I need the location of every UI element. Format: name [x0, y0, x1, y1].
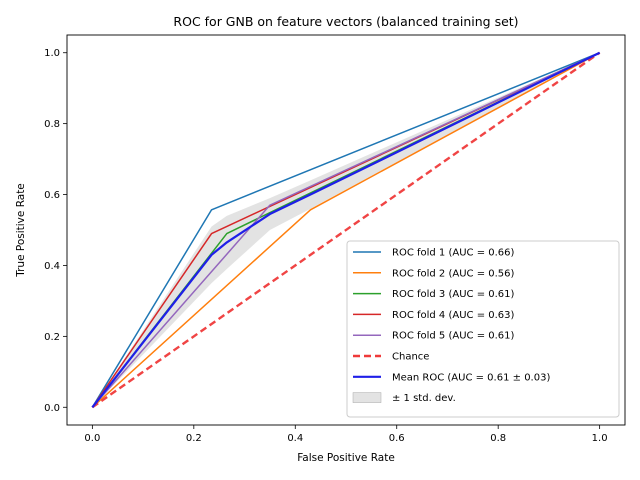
y-tick-label: 0.8	[44, 119, 60, 130]
legend: ROC fold 1 (AUC = 0.66) ROC fold 2 (AUC =…	[346, 240, 620, 418]
x-tick-label: 0.4	[287, 433, 303, 444]
axis-ticks: 0.0 0.0 0.2 0.2 0.4 0.4 0.6 0.6 0.8 0.8 1.0 1.0	[44, 48, 607, 444]
x-axis-title: False Positive Rate	[297, 452, 395, 464]
legend-label: ROC fold 2 (AUC = 0.56)	[392, 268, 515, 279]
y-axis-title: True Positive Rate	[15, 183, 27, 278]
series-line-5	[91, 52, 600, 408]
legend-label: ROC fold 5 (AUC = 0.61)	[392, 331, 515, 342]
x-tick-label: 0.6	[389, 433, 405, 444]
y-tick-label: 0.2	[44, 332, 60, 343]
x-tick-label: 0.2	[186, 433, 202, 444]
x-tick-label: 0.0	[84, 433, 100, 444]
series-line-7	[91, 51, 601, 408]
chart-title: ROC for GNB on feature vectors (balanced…	[173, 14, 518, 29]
legend-box	[346, 240, 620, 418]
series-line-6	[91, 51, 601, 409]
legend-label: ± 1 std. dev.	[392, 393, 456, 404]
legend-label: ROC fold 1 (AUC = 0.66)	[392, 248, 515, 259]
legend-label: ROC fold 4 (AUC = 0.63)	[392, 310, 515, 321]
x-tick-label: 0.8	[490, 433, 506, 444]
series-line-1	[91, 52, 600, 408]
legend-label: Mean ROC (AUC = 0.61 ± 0.03)	[392, 372, 550, 383]
y-tick-label: 0.6	[44, 190, 60, 201]
legend-swatch	[352, 392, 382, 403]
y-tick-label: 1.0	[44, 48, 60, 59]
axes-frame	[66, 34, 626, 426]
y-tick-label: 0.4	[44, 261, 60, 272]
legend-label: ROC fold 3 (AUC = 0.61)	[392, 289, 515, 300]
series-line-2	[91, 52, 600, 408]
y-tick-label: 0.0	[44, 403, 60, 414]
legend-label: Chance	[392, 352, 429, 363]
x-tick-label: 1.0	[592, 433, 608, 444]
plot-area	[91, 51, 601, 409]
